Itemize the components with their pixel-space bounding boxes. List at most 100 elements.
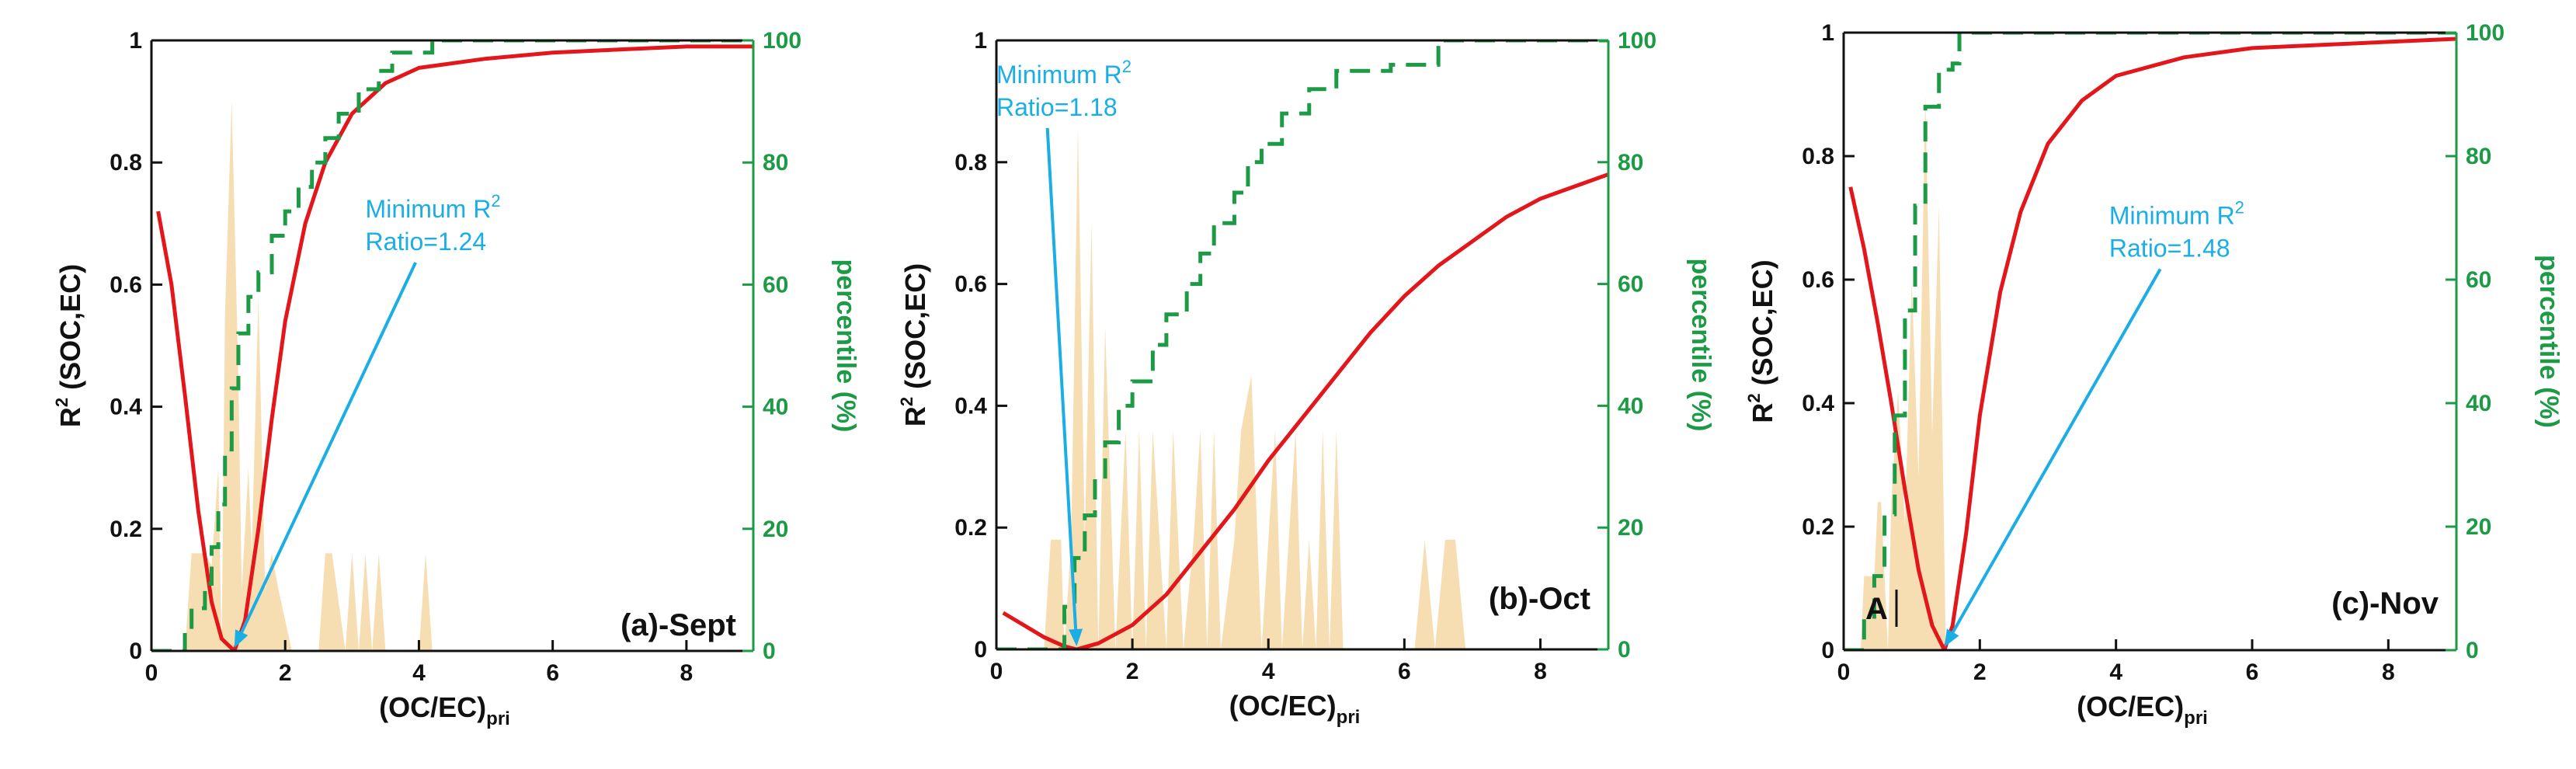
panel-c-r2-line [1848,37,2456,650]
panel-b-ytick-label: 0 [974,637,987,663]
panel-c-ylabel-sup: 2 [1744,393,1764,402]
panel-c-xtick-label: 6 [2246,659,2259,685]
panel-a-xtick-label: 8 [680,660,694,686]
panel-c-annotation-line1: Minimum R [2109,201,2235,229]
panel-a-xlabel-sub: pri [486,708,510,729]
panel-c-annotation-ratio: Ratio=1.48 [2109,234,2230,262]
panel-b-xtick-label: 4 [1262,659,1275,684]
panel-c-xlabel: (OC/EC)pri [2077,691,2208,729]
panel-b-y2tick-label: 80 [1618,150,1643,176]
panel-c-y2tick-label: 100 [2466,20,2505,46]
panel-b-percentile-line [996,40,1608,649]
panel-a-xlabel-main: (OC/EC) [379,691,486,723]
panel-c-plot-area [1844,33,2456,650]
panel-b-y2tick-label: 20 [1618,515,1643,541]
panel-c-y2tick-label: 60 [2466,267,2491,293]
panel-a-xtick-label: 4 [412,660,426,686]
panel-c-annotation-arrowhead [1944,628,1959,647]
panel-b-xtick-label: 2 [1126,659,1139,684]
panel-a-annotation-line [240,262,417,633]
panel-c: (c)-Nov 0 0.2 0.4 0.6 0.8 1 0 20 40 60 80 100 0 2 4 6 8 (… [1744,20,2564,729]
panel-b-ytick-label: 0.6 [954,272,987,298]
panel-c-annotation-line [1951,268,2162,633]
panel-c-xtick-label: 2 [1973,659,1987,685]
panel-c-annotation-text: Minimum R2 [2109,197,2244,229]
panel-a-ytick-label: 0.2 [110,517,142,542]
panel-a-xlabel: (OC/EC)pri [379,691,510,729]
panel-c-ytick-label: 0.4 [1802,391,1834,416]
panel-b-r2-line [1002,172,1608,649]
panel-c-xlabel-main: (OC/EC) [2077,691,2184,722]
panel-b-ytick-label: 1 [974,28,987,54]
panel-c-annotation-sup: 2 [2235,197,2244,217]
panel-b-ytick-label: 0.2 [954,515,987,541]
panel-a-ytick-label: 1 [129,28,142,54]
panel-b-annotation-line [1045,127,1078,630]
panel-a-ytick-label: 0 [129,639,142,664]
panel-b-ytick-label: 0.8 [954,150,987,176]
panel-a-ytick-label: 0.6 [110,272,142,298]
panel-a-ylabel-rest: (SOC,EC) [54,264,86,398]
panel-a-annotation-arrowhead [234,629,249,648]
panel-b-annotation-line1: Minimum R [996,61,1122,89]
panel-a-y2label: percentile (%) [831,259,860,433]
panel-c-y2label: percentile (%) [2534,255,2564,428]
panel-b-histogram [1044,125,1608,649]
panel-a-xtick-label: 0 [145,660,158,686]
panel-a-histogram [185,101,753,651]
panel-c-y2tick-label: 20 [2466,514,2491,540]
panel-c-xlabel-sub: pri [2184,708,2208,729]
panel-a-y2tick-label: 40 [763,395,788,420]
panel-c-y2tick-label: 40 [2466,391,2491,416]
panel-b-y2tick-label: 60 [1618,272,1643,298]
panel-a-annotation-ratio: Ratio=1.24 [366,228,487,256]
panel-c-ylabel-main: R [1747,403,1778,423]
panel-a-ylabel: R2 (SOC,EC) [52,264,86,427]
panel-c-ytick-label: 0 [1821,638,1834,663]
panel-b-ylabel-main: R [899,406,931,426]
panel-c-xtick-label: 4 [2109,659,2122,685]
panel-c-ytick-label: 1 [1821,20,1834,46]
panel-b-y2label: percentile (%) [1686,259,1716,432]
panel-c-extra-label: A [1865,592,1888,626]
panel-c-ylabel: R2 (SOC,EC) [1744,259,1778,423]
panel-a-annotation-sup: 2 [491,191,500,211]
panel-b-y2tick-label: 40 [1618,393,1643,419]
panel-a-annotation-line1: Minimum R [366,195,492,223]
panel-c-percentile-line [1844,33,2456,650]
panel-c-title: (c)-Nov [2331,586,2439,621]
panel-c-ytick-label: 0.6 [1802,267,1834,293]
panel-a-y2tick-label: 0 [763,639,776,664]
panel-b-plot-area [996,40,1608,649]
panel-b-title: (b)-Oct [1489,582,1590,616]
panel-b-xlabel-sub: pri [1337,707,1361,728]
panel-a-xtick-label: 2 [279,660,292,686]
panel-b-ylabel-sup: 2 [897,397,916,406]
panel-b-ytick-label: 0.4 [954,393,987,419]
panel-a-percentile-line [151,40,753,651]
panel-b-annotation-text: Minimum R2 [996,57,1132,89]
panel-b-ylabel-rest: (SOC,EC) [899,263,931,397]
panel-a-xtick-label: 6 [546,660,559,686]
panel-c-xtick-label: 8 [2382,659,2395,685]
panel-c-y2tick-label: 0 [2466,638,2479,663]
panel-c-ytick-label: 0.2 [1802,514,1834,540]
panel-a-plot-area [151,40,753,651]
panel-a-y2tick-label: 100 [763,28,801,54]
panel-b-xtick-label: 6 [1398,659,1411,684]
panel-c-ylabel-rest: (SOC,EC) [1747,259,1778,393]
panel-b: (b)-Oct 0 0.2 0.4 0.6 0.8 1 0 20 40 60 80 100 0 2 4 6 8 (… [897,28,1716,728]
panel-b-y2tick-label: 0 [1618,637,1631,663]
panel-b-annotation-sup: 2 [1122,57,1132,76]
panel-a-y2tick-label: 20 [763,517,788,542]
panel-a-r2-line [156,44,753,651]
panel-b-annotation-ratio: Ratio=1.18 [996,93,1118,121]
panel-a-ytick-label: 0.4 [110,395,142,420]
panel-a: (a)-Sept 0 0.2 0.4 0.6 0.8 1 0 20 40 60 80 100 0 2 4 6 8… [52,28,860,729]
panel-b-xlabel: (OC/EC)pri [1229,690,1361,728]
panel-c-histogram [1860,94,2456,650]
panel-c-xtick-label: 0 [1837,659,1851,685]
panel-a-annotation-text: Minimum R2 [366,191,501,223]
panel-c-y2tick-label: 80 [2466,144,2491,169]
